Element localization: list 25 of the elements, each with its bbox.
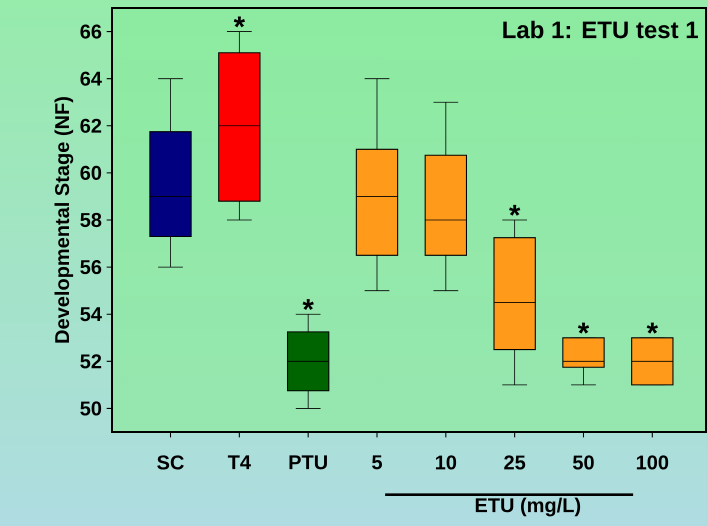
x-tick-label: 25: [504, 455, 526, 470]
x-tick-label: PTU: [290, 455, 327, 470]
x-tick-label: 10: [436, 455, 456, 470]
y-tick-label: 64: [80, 72, 102, 86]
chart-title: Lab 1: ETU test 1: [503, 20, 698, 38]
y-axis-title: Developmental Stage (NF): [54, 97, 74, 343]
y-tick-label: 56: [80, 260, 102, 274]
text: *: [646, 322, 658, 334]
y-tick-label: 62: [80, 118, 102, 133]
y-tick-label: 66: [80, 24, 102, 39]
y-tick-label: 52: [80, 354, 102, 368]
x-tick-label: 5: [372, 455, 382, 470]
x-tick-label: 50: [572, 455, 594, 470]
text: *: [509, 204, 520, 216]
text: *: [578, 322, 590, 334]
y-tick-label: 60: [80, 166, 102, 180]
x-tick-label: T4: [228, 455, 251, 470]
text: ETU (mg/L): [476, 498, 580, 516]
x-tick-label: 100: [636, 455, 668, 470]
y-tick-label: 54: [80, 307, 102, 322]
x-tick-label: SC: [157, 455, 184, 470]
y-tick-label: 58: [80, 212, 102, 228]
y-tick-label: 50: [80, 401, 102, 416]
text: *: [302, 299, 314, 310]
text: *: [234, 16, 246, 28]
